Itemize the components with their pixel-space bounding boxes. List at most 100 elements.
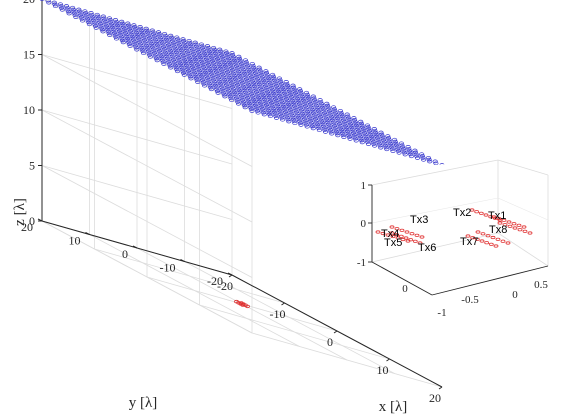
receive-point bbox=[342, 122, 348, 126]
receive-point bbox=[364, 138, 370, 143]
receive-point bbox=[267, 114, 273, 119]
receive-point bbox=[200, 63, 206, 67]
receive-point bbox=[281, 104, 287, 109]
receive-point bbox=[165, 41, 171, 46]
receive-point bbox=[261, 112, 267, 117]
inset-transmitter-point bbox=[488, 242, 494, 246]
receive-point bbox=[217, 79, 223, 84]
receive-point bbox=[118, 34, 124, 39]
y-tick-label: 20 bbox=[21, 220, 33, 234]
receive-point bbox=[134, 32, 140, 37]
receive-point bbox=[317, 115, 323, 119]
receive-point bbox=[238, 94, 244, 99]
receive-point bbox=[200, 80, 206, 84]
receive-point bbox=[179, 65, 185, 70]
receive-point bbox=[233, 94, 239, 99]
inset-transmitter-point bbox=[465, 234, 471, 238]
receive-point bbox=[233, 64, 240, 68]
receive-point bbox=[241, 69, 247, 74]
receive-point bbox=[218, 68, 224, 73]
receive-point bbox=[380, 136, 386, 140]
receive-point bbox=[132, 42, 138, 46]
receive-point bbox=[195, 48, 201, 52]
receive-point bbox=[107, 33, 113, 37]
receive-point bbox=[321, 109, 327, 114]
receive-point bbox=[277, 93, 283, 98]
receive-point bbox=[52, 2, 58, 7]
receive-point bbox=[112, 18, 119, 22]
receive-point bbox=[127, 44, 133, 48]
receive-point bbox=[304, 109, 311, 114]
receive-point bbox=[128, 30, 134, 35]
receive-point bbox=[143, 43, 150, 48]
receive-point bbox=[228, 79, 234, 84]
receive-point bbox=[352, 136, 359, 141]
receive-point bbox=[261, 80, 267, 85]
receive-point bbox=[191, 52, 197, 56]
receive-point bbox=[213, 70, 220, 75]
receive-point bbox=[216, 60, 222, 65]
receive-point bbox=[138, 28, 144, 33]
receive-point bbox=[286, 104, 292, 109]
receive-point bbox=[239, 96, 245, 100]
receive-point bbox=[226, 58, 232, 63]
receive-point bbox=[346, 118, 352, 122]
receive-point bbox=[187, 57, 193, 62]
receive-point bbox=[216, 62, 222, 67]
receive-point bbox=[152, 37, 159, 42]
receive-point bbox=[187, 72, 193, 77]
receive-point bbox=[383, 145, 389, 150]
inset-x-tick-label: 0 bbox=[512, 289, 518, 301]
receive-point bbox=[267, 112, 273, 117]
receive-point bbox=[221, 92, 227, 97]
receive-point bbox=[148, 39, 154, 44]
receive-point bbox=[345, 131, 351, 136]
receive-point bbox=[326, 124, 332, 129]
receive-point bbox=[254, 75, 260, 79]
inset-transmitter-point bbox=[408, 238, 414, 242]
receive-point bbox=[196, 67, 202, 71]
receive-point bbox=[150, 47, 156, 52]
y-tick-label: -20 bbox=[207, 274, 223, 288]
receive-point bbox=[136, 38, 142, 42]
receive-point bbox=[246, 101, 252, 106]
receive-point bbox=[360, 127, 366, 131]
receive-point bbox=[360, 125, 366, 130]
receive-point bbox=[110, 27, 116, 32]
receive-point bbox=[387, 141, 393, 146]
receive-point bbox=[406, 148, 412, 153]
receive-point bbox=[116, 27, 122, 32]
receive-point bbox=[297, 121, 303, 125]
receive-point bbox=[92, 24, 99, 28]
receive-point bbox=[144, 28, 150, 33]
receive-point bbox=[393, 143, 400, 148]
receive-point bbox=[165, 58, 171, 63]
receive-point bbox=[227, 92, 233, 97]
receive-point bbox=[139, 30, 145, 35]
receive-point bbox=[338, 127, 344, 132]
receive-point bbox=[227, 77, 233, 82]
receive-point bbox=[288, 93, 294, 97]
inset-transmitter-point bbox=[483, 213, 489, 217]
receive-point bbox=[270, 106, 276, 111]
receive-point bbox=[413, 152, 419, 157]
receive-point bbox=[284, 83, 291, 88]
receive-point bbox=[151, 32, 157, 36]
receive-point bbox=[123, 32, 129, 37]
receive-point bbox=[308, 119, 314, 123]
receive-point bbox=[322, 130, 329, 134]
receive-point bbox=[210, 76, 216, 80]
receive-point bbox=[432, 159, 438, 164]
receive-point bbox=[243, 75, 249, 80]
y-tick-label: 0 bbox=[122, 247, 128, 261]
receive-point bbox=[213, 85, 219, 90]
receive-point bbox=[330, 118, 336, 123]
inset-transmitter-point bbox=[502, 223, 508, 227]
receive-point bbox=[234, 66, 240, 70]
receive-point bbox=[230, 86, 236, 91]
receive-point bbox=[253, 90, 260, 94]
receive-point bbox=[244, 63, 251, 68]
receive-point bbox=[159, 56, 165, 61]
receive-point bbox=[147, 53, 153, 57]
receive-point bbox=[328, 129, 334, 134]
